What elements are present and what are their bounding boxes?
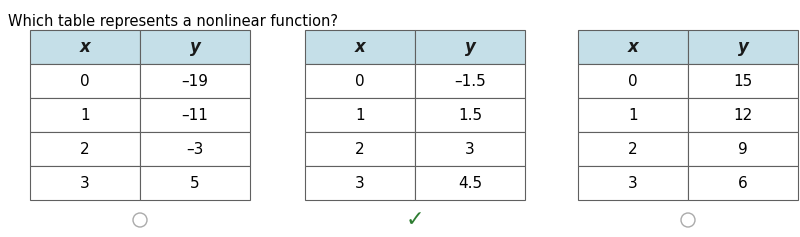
- Bar: [415, 98, 525, 132]
- Text: 0: 0: [628, 73, 638, 88]
- Bar: [688, 98, 798, 132]
- Text: –11: –11: [182, 108, 209, 123]
- Bar: [140, 64, 250, 98]
- Text: 12: 12: [734, 108, 753, 123]
- Bar: [140, 166, 250, 200]
- Text: x: x: [628, 38, 638, 56]
- Text: –19: –19: [182, 73, 209, 88]
- Bar: [578, 166, 688, 200]
- Bar: [305, 98, 415, 132]
- Bar: [140, 30, 250, 64]
- Bar: [30, 64, 140, 98]
- Bar: [688, 30, 798, 64]
- Bar: [578, 30, 688, 64]
- Text: Which table represents a nonlinear function?: Which table represents a nonlinear funct…: [8, 14, 338, 29]
- Text: 6: 6: [738, 176, 748, 191]
- Text: 3: 3: [80, 176, 90, 191]
- Bar: [415, 30, 525, 64]
- Text: 1: 1: [355, 108, 365, 123]
- Text: 4.5: 4.5: [458, 176, 482, 191]
- Text: 0: 0: [355, 73, 365, 88]
- Text: –1.5: –1.5: [454, 73, 486, 88]
- Text: 1: 1: [80, 108, 90, 123]
- Bar: [30, 30, 140, 64]
- Bar: [578, 64, 688, 98]
- Bar: [415, 132, 525, 166]
- Bar: [415, 166, 525, 200]
- Text: 3: 3: [628, 176, 638, 191]
- Text: 5: 5: [190, 176, 200, 191]
- Bar: [688, 166, 798, 200]
- Text: x: x: [80, 38, 90, 56]
- Text: ✓: ✓: [406, 210, 424, 230]
- Text: 2: 2: [628, 141, 638, 156]
- Text: 15: 15: [734, 73, 753, 88]
- Bar: [30, 132, 140, 166]
- Bar: [578, 98, 688, 132]
- Text: 2: 2: [80, 141, 90, 156]
- Text: 1.5: 1.5: [458, 108, 482, 123]
- Text: x: x: [354, 38, 366, 56]
- Text: 1: 1: [628, 108, 638, 123]
- Text: 0: 0: [80, 73, 90, 88]
- Bar: [688, 64, 798, 98]
- Bar: [578, 132, 688, 166]
- Bar: [140, 98, 250, 132]
- Bar: [140, 132, 250, 166]
- Text: y: y: [190, 38, 201, 56]
- Bar: [30, 98, 140, 132]
- Circle shape: [681, 213, 695, 227]
- Text: 2: 2: [355, 141, 365, 156]
- Bar: [305, 64, 415, 98]
- Bar: [305, 30, 415, 64]
- Bar: [30, 166, 140, 200]
- Bar: [305, 132, 415, 166]
- Circle shape: [133, 213, 147, 227]
- Text: 9: 9: [738, 141, 748, 156]
- Text: 3: 3: [465, 141, 475, 156]
- Text: 3: 3: [355, 176, 365, 191]
- Text: y: y: [738, 38, 749, 56]
- Text: –3: –3: [186, 141, 204, 156]
- Bar: [415, 64, 525, 98]
- Bar: [688, 132, 798, 166]
- Text: y: y: [465, 38, 475, 56]
- Bar: [305, 166, 415, 200]
